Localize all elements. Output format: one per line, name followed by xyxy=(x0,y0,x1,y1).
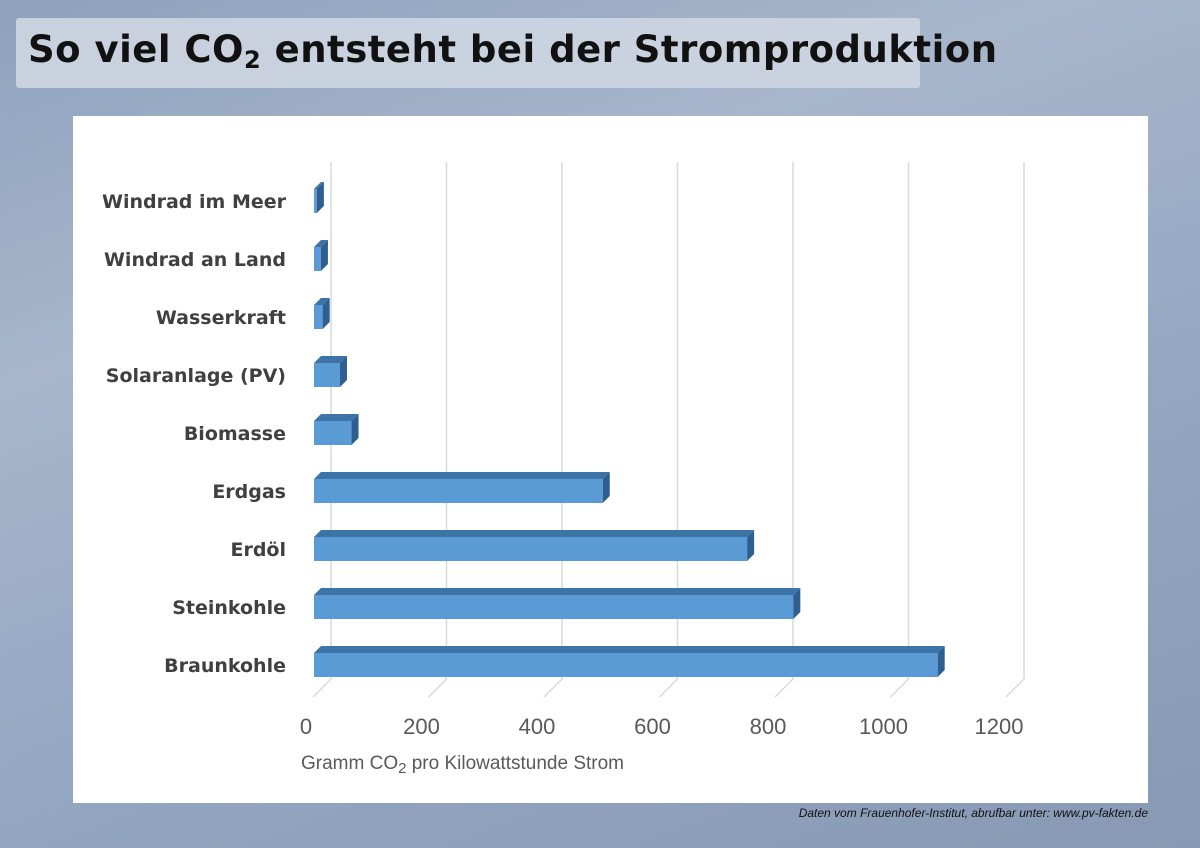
x-axis-title-subscript: 2 xyxy=(398,760,406,777)
category-label: Braunkohle xyxy=(164,655,286,677)
gridline-foot xyxy=(889,678,910,698)
bar-top xyxy=(314,530,755,537)
category-label: Biomasse xyxy=(184,423,286,445)
bar xyxy=(314,305,323,329)
chart-title-rest: entsteht bei der Stromproduktion xyxy=(261,28,998,71)
category-label: Windrad an Land xyxy=(104,249,286,271)
x-tick-label: 400 xyxy=(519,714,556,739)
x-tick-label: 1000 xyxy=(859,714,908,739)
x-axis-title-main: Gramm CO xyxy=(301,753,398,774)
x-tick-label: 200 xyxy=(403,714,440,739)
category-label: Solaranlage (PV) xyxy=(106,365,286,387)
bar-top xyxy=(314,356,347,363)
gridline-foot xyxy=(658,678,679,698)
chart-title: So viel CO2 entsteht bei der Stromproduk… xyxy=(28,28,998,74)
bar-top xyxy=(314,472,610,479)
chart-panel: 0 200 400 600 800 1000 1200 Windrad im Meer Wind… xyxy=(73,116,1148,803)
bar-top xyxy=(314,588,801,595)
bar-side xyxy=(339,356,347,387)
chart-title-main: So viel CO xyxy=(28,28,245,71)
x-axis-title-rest: pro Kilowattstunde Strom xyxy=(406,753,624,774)
category-label: Erdöl xyxy=(230,539,286,561)
bar xyxy=(314,653,938,677)
bar-side xyxy=(351,414,359,445)
title-banner: So viel CO2 entsteht bei der Stromproduk… xyxy=(16,18,997,88)
bar-side xyxy=(937,646,945,677)
bar-side xyxy=(322,298,330,329)
bar-side xyxy=(602,472,610,503)
bar xyxy=(314,363,340,387)
bar-top xyxy=(314,414,359,421)
bar-side xyxy=(320,240,328,271)
category-label: Wasserkraft xyxy=(156,307,286,329)
bar-top xyxy=(314,240,328,247)
bar-side xyxy=(316,182,324,213)
gridline-foot xyxy=(543,678,563,698)
x-tick-label: 600 xyxy=(634,714,671,739)
chart-title-subscript: 2 xyxy=(244,46,262,74)
bar xyxy=(314,595,794,619)
gridline-foot xyxy=(774,678,794,698)
bar-top xyxy=(314,298,330,305)
bar xyxy=(314,247,321,271)
x-axis-title: Gramm CO2 pro Kilowattstunde Strom xyxy=(301,753,624,777)
bar-top xyxy=(314,182,324,189)
gridline-foot xyxy=(427,678,448,698)
bar-chart: 0 200 400 600 800 1000 1200 Windrad im Meer Wind… xyxy=(102,162,1025,777)
x-tick-label: 0 xyxy=(300,714,312,739)
category-label: Windrad im Meer xyxy=(102,191,287,213)
category-label: Erdgas xyxy=(212,481,286,503)
gridline-foot xyxy=(1005,678,1025,698)
x-tick-label: 1200 xyxy=(975,714,1024,739)
source-note: Daten vom Frauenhofer-Institut, abrufbar… xyxy=(798,806,1148,820)
bar-side xyxy=(747,530,755,561)
bar xyxy=(314,189,317,213)
bar-side xyxy=(793,588,801,619)
bar-top xyxy=(314,646,945,653)
gridline-foot xyxy=(312,678,332,698)
x-tick-label: 800 xyxy=(750,714,787,739)
bar xyxy=(314,479,603,503)
bar xyxy=(314,421,352,445)
category-label: Steinkohle xyxy=(172,597,286,619)
bar xyxy=(314,537,748,561)
